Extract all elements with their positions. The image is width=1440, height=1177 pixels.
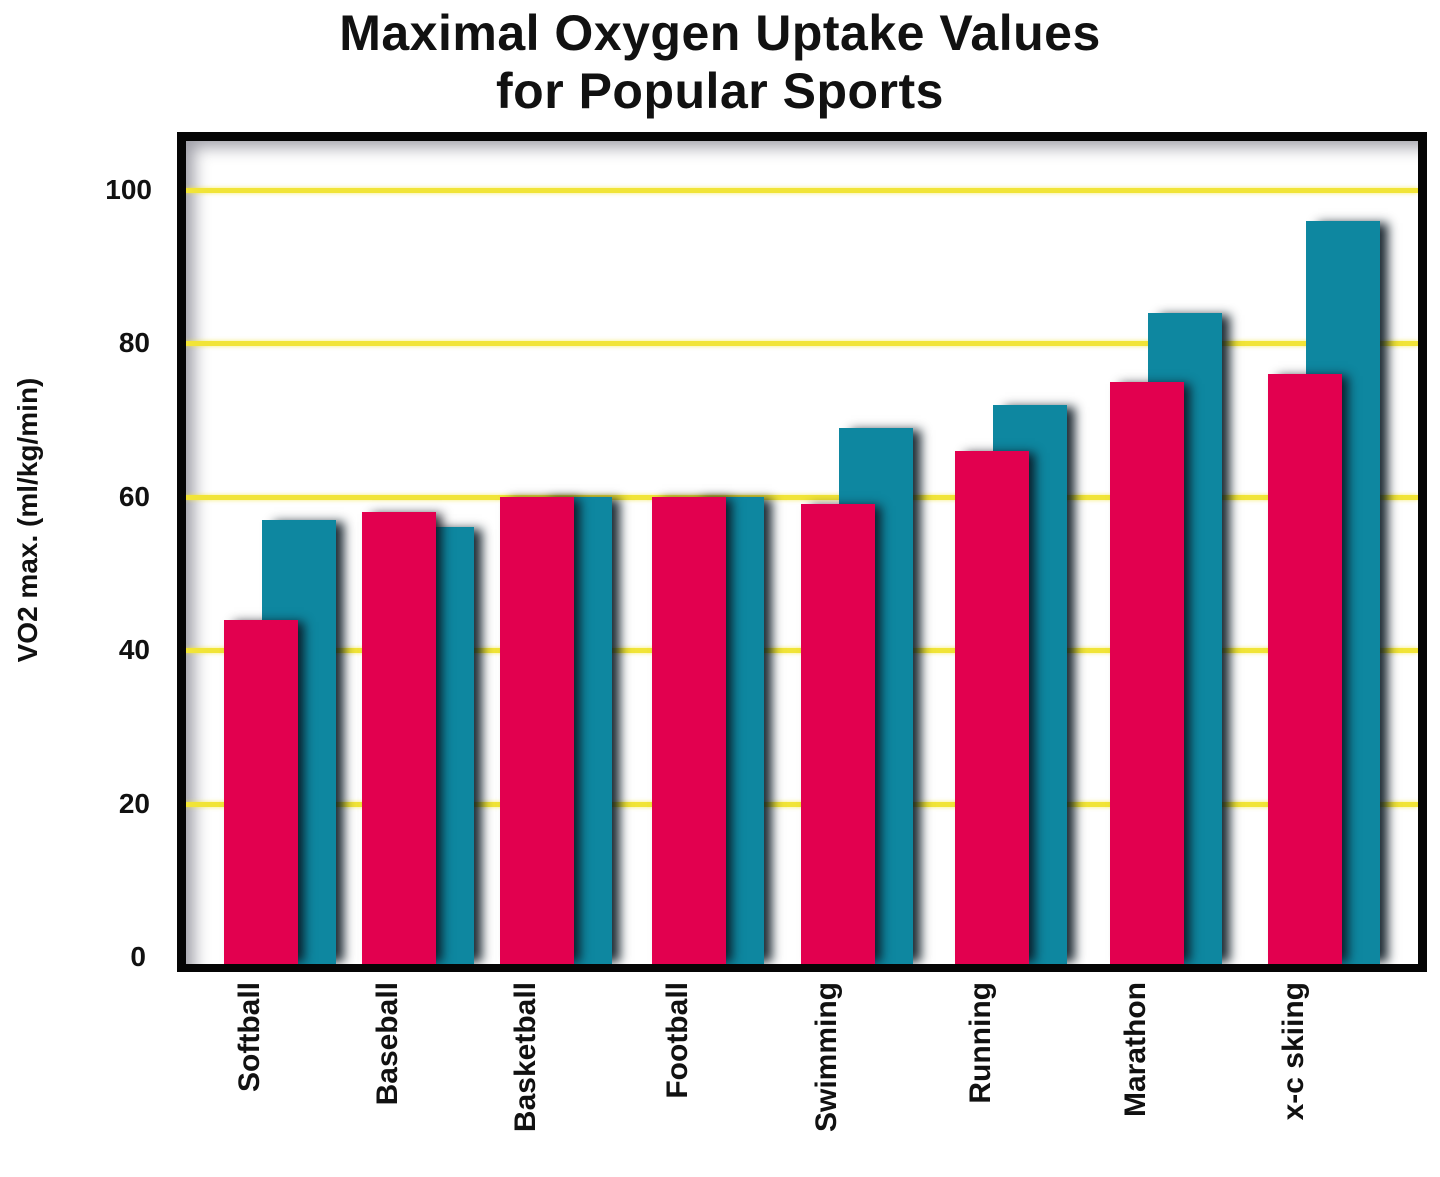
y-tick-20: 20 (118, 787, 150, 819)
gridline-100 (186, 188, 1418, 193)
bar-red-marathon (1110, 381, 1184, 964)
x-tick-label: Running (964, 982, 997, 1104)
x-tick-label: Softball (233, 982, 266, 1092)
bar-red-baseball (362, 512, 436, 964)
x-tick-label: Basketball (509, 982, 542, 1133)
x-tick-label: Swimming (810, 982, 843, 1133)
y-tick-100: 100 (105, 174, 152, 205)
y-tick-80: 80 (118, 327, 150, 359)
bar-red-swimming (801, 504, 875, 964)
chart-title-line-1: Maximal Oxygen Uptake Values (339, 5, 1101, 61)
x-tick-label: Baseball (371, 982, 404, 1106)
y-tick-0: 0 (130, 941, 146, 972)
y-tick-40: 40 (118, 634, 150, 666)
bar-red-basketball (500, 496, 574, 964)
x-tick-label: Marathon (1119, 982, 1152, 1117)
y-axis-label: VO2 max. (ml/kg/min) (12, 377, 43, 663)
bar-red-running (955, 450, 1029, 964)
bar-red-football (652, 496, 726, 964)
bar-red-x-c-skiing (1268, 374, 1342, 964)
gridline-80 (186, 341, 1418, 347)
plot-area (177, 132, 1427, 972)
chart-title: Maximal Oxygen Uptake Values for Popular… (0, 4, 1440, 120)
gridline-60 (186, 494, 1418, 500)
y-tick-60: 60 (118, 480, 150, 512)
x-tick-label: x-c skiing (1277, 982, 1310, 1121)
chart-title-line-2: for Popular Sports (496, 63, 944, 119)
x-tick-label: Football (661, 982, 694, 1099)
bar-red-softball (224, 619, 298, 964)
